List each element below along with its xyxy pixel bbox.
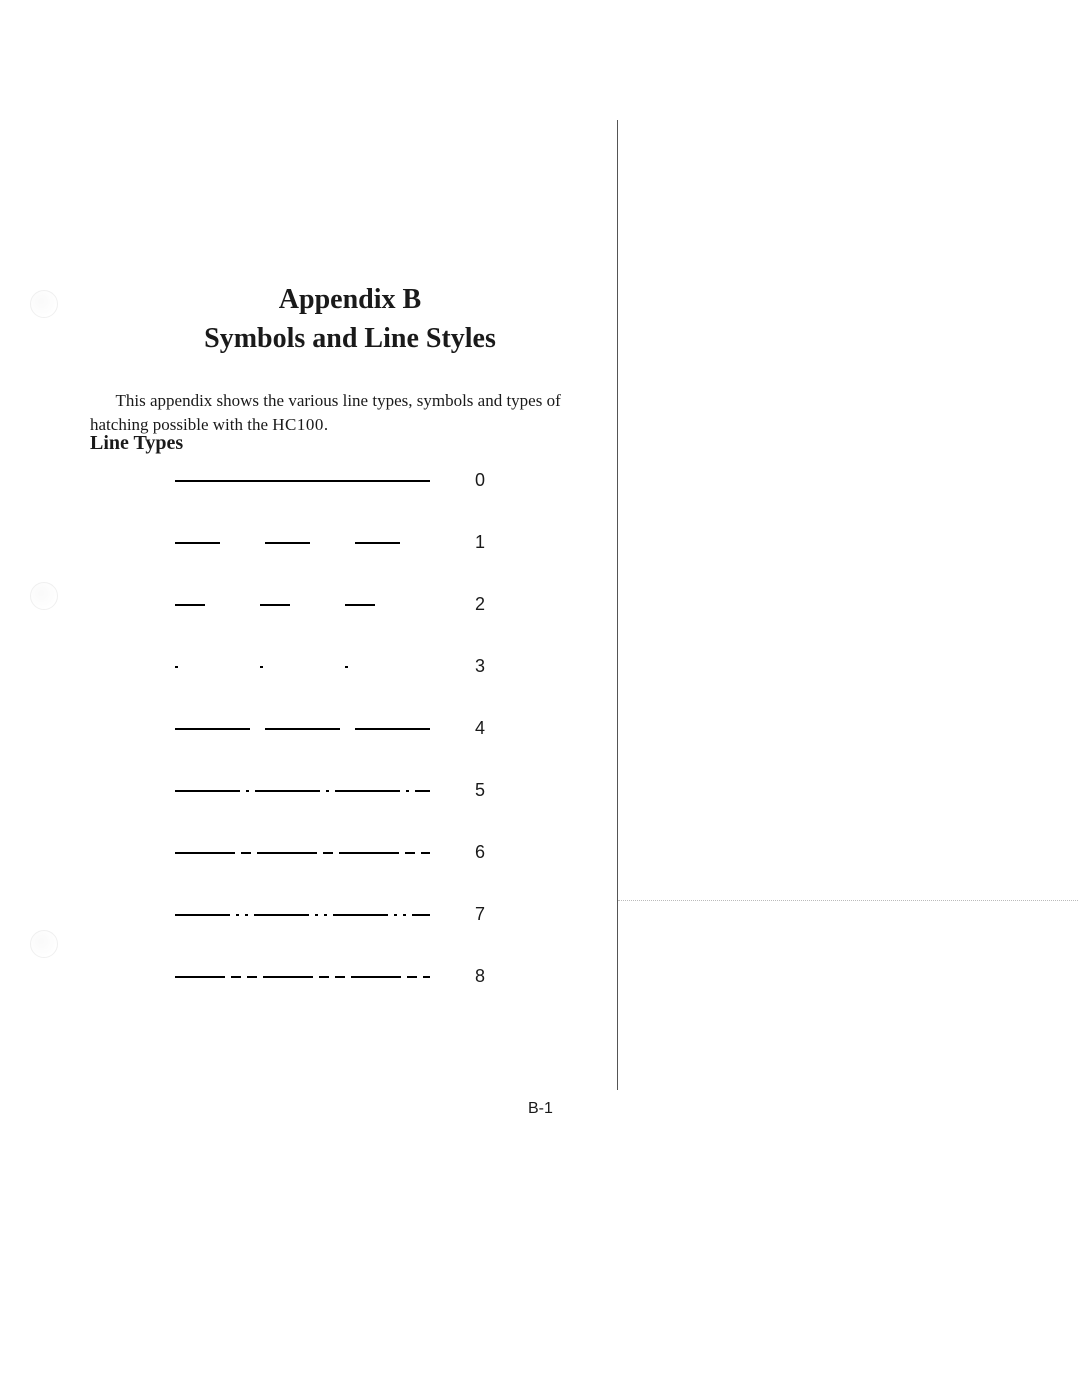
intro-device-name: HC100 xyxy=(272,415,324,434)
line-sample xyxy=(175,972,430,982)
line-type-row: 4 xyxy=(175,718,505,780)
line-type-label: 1 xyxy=(475,532,485,553)
page-title-block: Appendix B Symbols and Line Styles xyxy=(90,280,610,358)
line-sample xyxy=(175,662,430,672)
line-sample xyxy=(175,786,430,796)
page-number: B-1 xyxy=(528,1100,553,1118)
line-sample xyxy=(175,476,430,486)
appendix-title-line2: Symbols and Line Styles xyxy=(90,319,610,358)
line-sample xyxy=(175,600,430,610)
line-type-label: 7 xyxy=(475,904,485,925)
scan-artifact xyxy=(30,290,58,318)
line-type-row: 8 xyxy=(175,966,505,1028)
line-sample xyxy=(175,538,430,548)
line-type-row: 0 xyxy=(175,470,505,532)
line-type-row: 2 xyxy=(175,594,505,656)
intro-paragraph: This appendix shows the various line typ… xyxy=(90,389,600,437)
line-sample xyxy=(175,910,430,920)
line-type-row: 1 xyxy=(175,532,505,594)
line-sample xyxy=(175,724,430,734)
document-page: Appendix B Symbols and Line Styles This … xyxy=(0,0,1080,1397)
intro-text-suffix: . xyxy=(324,415,328,434)
line-type-label: 6 xyxy=(475,842,485,863)
line-type-row: 3 xyxy=(175,656,505,718)
scan-artifact xyxy=(30,930,58,958)
line-type-label: 2 xyxy=(475,594,485,615)
line-type-label: 4 xyxy=(475,718,485,739)
line-sample xyxy=(175,848,430,858)
appendix-title-line1: Appendix B xyxy=(90,280,610,319)
line-type-row: 5 xyxy=(175,780,505,842)
line-type-label: 0 xyxy=(475,470,485,491)
book-gutter-rule xyxy=(617,120,618,1090)
fold-line-artifact xyxy=(618,900,1078,901)
section-heading-line-types: Line Types xyxy=(90,432,183,455)
line-type-label: 3 xyxy=(475,656,485,677)
line-type-row: 6 xyxy=(175,842,505,904)
line-type-label: 8 xyxy=(475,966,485,987)
line-type-row: 7 xyxy=(175,904,505,966)
line-type-label: 5 xyxy=(475,780,485,801)
scan-artifact xyxy=(30,582,58,610)
line-types-table: 0 1 2 3 4 5 6 7 8 xyxy=(175,470,505,1028)
